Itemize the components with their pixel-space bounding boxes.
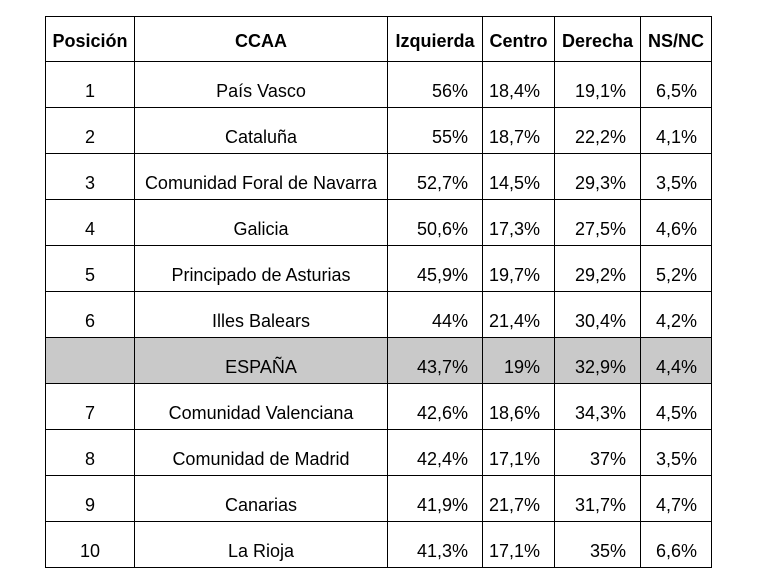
cell-posicion: 5 xyxy=(45,245,135,292)
cell-posicion xyxy=(45,337,135,384)
table-row: 2 Cataluña 55% 18,7% 22,2% 4,1% xyxy=(45,107,712,154)
cell-nsnc: 4,7% xyxy=(640,475,712,522)
header-nsnc: NS/NC xyxy=(640,16,712,62)
cell-nsnc: 6,5% xyxy=(640,61,712,108)
cell-nsnc: 4,6% xyxy=(640,199,712,246)
cell-ccaa: La Rioja xyxy=(134,521,388,568)
cell-derecha: 19,1% xyxy=(554,61,641,108)
cell-izquierda: 52,7% xyxy=(387,153,483,200)
table-header-row: Posición CCAA Izquierda Centro Derecha N… xyxy=(45,16,712,62)
cell-centro: 19,7% xyxy=(482,245,555,292)
cell-izquierda: 56% xyxy=(387,61,483,108)
table-row: 6 Illes Balears 44% 21,4% 30,4% 4,2% xyxy=(45,291,712,338)
cell-derecha: 34,3% xyxy=(554,383,641,430)
cell-ccaa: Galicia xyxy=(134,199,388,246)
cell-ccaa: País Vasco xyxy=(134,61,388,108)
cell-posicion: 1 xyxy=(45,61,135,108)
header-izquierda: Izquierda xyxy=(387,16,483,62)
cell-izquierda: 50,6% xyxy=(387,199,483,246)
cell-posicion: 2 xyxy=(45,107,135,154)
header-ccaa: CCAA xyxy=(134,16,388,62)
cell-nsnc: 4,5% xyxy=(640,383,712,430)
cell-ccaa: Illes Balears xyxy=(134,291,388,338)
cell-izquierda: 45,9% xyxy=(387,245,483,292)
cell-centro: 18,7% xyxy=(482,107,555,154)
cell-ccaa: Comunidad Valenciana xyxy=(134,383,388,430)
table-row: 10 La Rioja 41,3% 17,1% 35% 6,6% xyxy=(45,521,712,568)
cell-ccaa: Comunidad Foral de Navarra xyxy=(134,153,388,200)
cell-derecha: 31,7% xyxy=(554,475,641,522)
cell-derecha: 35% xyxy=(554,521,641,568)
cell-centro: 17,1% xyxy=(482,521,555,568)
cell-ccaa: Principado de Asturias xyxy=(134,245,388,292)
cell-ccaa: ESPAÑA xyxy=(134,337,388,384)
cell-derecha: 32,9% xyxy=(554,337,641,384)
cell-centro: 19% xyxy=(482,337,555,384)
cell-ccaa: Comunidad de Madrid xyxy=(134,429,388,476)
cell-nsnc: 5,2% xyxy=(640,245,712,292)
cell-nsnc: 4,1% xyxy=(640,107,712,154)
table-row: 1 País Vasco 56% 18,4% 19,1% 6,5% xyxy=(45,61,712,108)
cell-izquierda: 42,4% xyxy=(387,429,483,476)
cell-nsnc: 6,6% xyxy=(640,521,712,568)
cell-centro: 18,4% xyxy=(482,61,555,108)
cell-izquierda: 41,3% xyxy=(387,521,483,568)
header-derecha: Derecha xyxy=(554,16,641,62)
table-row: 5 Principado de Asturias 45,9% 19,7% 29,2% 5,… xyxy=(45,245,712,292)
cell-derecha: 37% xyxy=(554,429,641,476)
cell-ccaa: Canarias xyxy=(134,475,388,522)
table-row: 7 Comunidad Valenciana 42,6% 18,6% 34,3% 4,5% xyxy=(45,383,712,430)
cell-centro: 21,4% xyxy=(482,291,555,338)
cell-nsnc: 3,5% xyxy=(640,153,712,200)
ideology-by-region-table: Posición CCAA Izquierda Centro Derecha N… xyxy=(45,16,712,568)
cell-posicion: 8 xyxy=(45,429,135,476)
cell-derecha: 27,5% xyxy=(554,199,641,246)
cell-posicion: 10 xyxy=(45,521,135,568)
table-row: 4 Galicia 50,6% 17,3% 27,5% 4,6% xyxy=(45,199,712,246)
cell-derecha: 30,4% xyxy=(554,291,641,338)
cell-izquierda: 41,9% xyxy=(387,475,483,522)
cell-centro: 18,6% xyxy=(482,383,555,430)
cell-posicion: 4 xyxy=(45,199,135,246)
table-body: 1 País Vasco 56% 18,4% 19,1% 6,5% 2 Cataluña 55%… xyxy=(45,61,712,568)
cell-nsnc: 4,2% xyxy=(640,291,712,338)
cell-nsnc: 4,4% xyxy=(640,337,712,384)
cell-ccaa: Cataluña xyxy=(134,107,388,154)
cell-centro: 17,3% xyxy=(482,199,555,246)
header-centro: Centro xyxy=(482,16,555,62)
table-row-national-total: ESPAÑA 43,7% 19% 32,9% 4,4% xyxy=(45,337,712,384)
table-row: 8 Comunidad de Madrid 42,4% 17,1% 37% 3,5% xyxy=(45,429,712,476)
cell-posicion: 7 xyxy=(45,383,135,430)
cell-izquierda: 42,6% xyxy=(387,383,483,430)
cell-centro: 17,1% xyxy=(482,429,555,476)
header-posicion: Posición xyxy=(45,16,135,62)
cell-posicion: 3 xyxy=(45,153,135,200)
cell-derecha: 29,3% xyxy=(554,153,641,200)
table-row: 3 Comunidad Foral de Navarra 52,7% 14,5% 29,… xyxy=(45,153,712,200)
cell-derecha: 22,2% xyxy=(554,107,641,154)
cell-centro: 14,5% xyxy=(482,153,555,200)
cell-centro: 21,7% xyxy=(482,475,555,522)
cell-nsnc: 3,5% xyxy=(640,429,712,476)
cell-izquierda: 44% xyxy=(387,291,483,338)
table-row: 9 Canarias 41,9% 21,7% 31,7% 4,7% xyxy=(45,475,712,522)
cell-derecha: 29,2% xyxy=(554,245,641,292)
cell-posicion: 9 xyxy=(45,475,135,522)
cell-izquierda: 43,7% xyxy=(387,337,483,384)
cell-posicion: 6 xyxy=(45,291,135,338)
cell-izquierda: 55% xyxy=(387,107,483,154)
